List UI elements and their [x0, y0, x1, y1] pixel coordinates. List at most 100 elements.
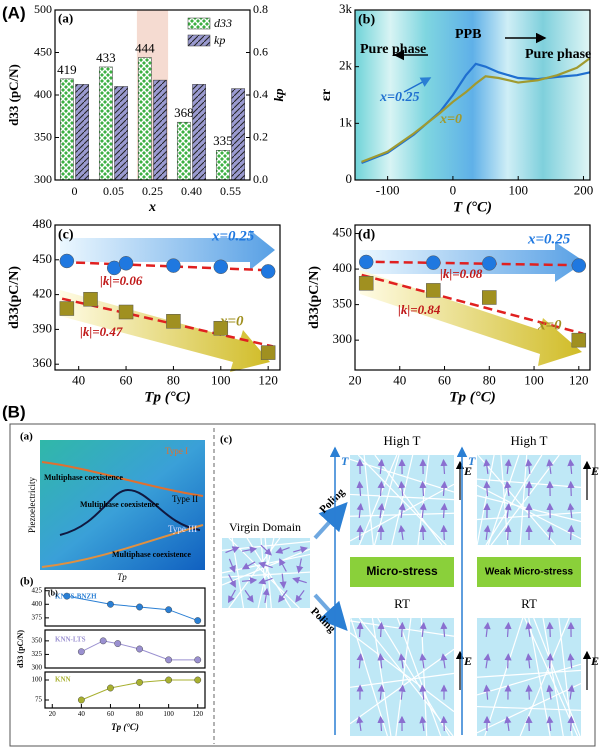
- stress-label: Micro-stress: [366, 564, 438, 578]
- y-axis-label: d33 (pC/N): [6, 64, 21, 126]
- domain-arrow: [419, 621, 427, 638]
- domain-arrow: [292, 576, 307, 584]
- annotation: Pure phase: [525, 47, 591, 62]
- domain-arrow: [567, 653, 575, 669]
- y-tick-label: 480: [33, 216, 53, 231]
- domain-arrow: [356, 621, 364, 638]
- domain-arrow: [440, 715, 448, 732]
- t-axis-label: T: [468, 454, 476, 468]
- y-tick-label: 2k: [339, 58, 353, 73]
- field-label: E: [463, 654, 472, 668]
- plot-frame: [44, 587, 206, 627]
- figure-label: (B): [2, 402, 26, 421]
- grain-boundary: [476, 669, 582, 678]
- point: [136, 603, 143, 611]
- point: [426, 255, 441, 270]
- plot-frame: [354, 224, 591, 371]
- point: [260, 345, 276, 360]
- x-tick-label: 100: [163, 710, 174, 718]
- bar: [192, 84, 207, 181]
- point: [107, 684, 114, 692]
- domain-arrow: [419, 480, 427, 497]
- x-axis-label: Tp (°C): [144, 389, 190, 405]
- domain-arrow: [483, 524, 491, 541]
- bar: [59, 78, 74, 181]
- domain-arrow: [377, 715, 385, 732]
- domain-arrow: [279, 573, 287, 589]
- domain-arrow: [546, 684, 554, 700]
- domain-arrow: [377, 458, 385, 475]
- trend-arrow: [60, 290, 270, 372]
- y2-tick-label: 0.2: [253, 129, 268, 143]
- curve: [41, 461, 204, 497]
- domain-arrow: [546, 524, 554, 541]
- panel-label: (b): [20, 576, 34, 588]
- grain-boundary: [349, 458, 455, 493]
- grain-boundary: [391, 454, 414, 546]
- poling-label: Poling: [317, 486, 347, 516]
- point: [136, 645, 143, 653]
- grain-boundary: [374, 454, 443, 546]
- y-tick-label: 425: [32, 586, 43, 594]
- annotation: |k|=0.84: [398, 302, 441, 317]
- domain-arrow: [567, 502, 575, 519]
- domain-arrow: [262, 587, 270, 604]
- domain-arrow: [483, 684, 491, 700]
- x-tick-label: 0.55: [220, 184, 241, 198]
- annotation-arrow: [403, 77, 432, 93]
- annotation: |k|=0.08: [440, 266, 483, 281]
- y2-tick-label: 0.6: [253, 44, 268, 58]
- point: [482, 290, 497, 305]
- domain-arrow: [546, 458, 554, 475]
- point: [165, 676, 173, 684]
- domain-arrow: [293, 546, 308, 554]
- domain-arrow: [567, 684, 575, 700]
- panel-label: (c): [58, 228, 74, 243]
- y2-tick-label: 0.8: [253, 2, 268, 16]
- x-tick-label: 80: [136, 710, 144, 718]
- point: [165, 656, 173, 664]
- point: [114, 640, 122, 647]
- data-label: 368: [174, 105, 194, 120]
- domain-arrow: [295, 589, 305, 603]
- data-label: 433: [96, 50, 116, 65]
- x-tick-label: 60: [438, 373, 451, 388]
- coexistence-label: Multiphase coexistence: [112, 550, 191, 559]
- y-axis-label: d33 (pC/N): [16, 630, 25, 668]
- poling-arrow: [313, 593, 348, 631]
- point: [63, 592, 71, 600]
- domain-arrow: [419, 502, 427, 519]
- x-axis-label: Tp (°C): [449, 389, 495, 405]
- domain-arrow: [567, 715, 575, 732]
- y2-tick-label: 0.4: [253, 87, 268, 101]
- domain-arrow: [398, 684, 406, 700]
- domain-arrow: [483, 480, 491, 497]
- stress-label: Weak Micro-stress: [485, 567, 574, 578]
- domain-arrow: [377, 480, 385, 497]
- point: [77, 648, 85, 656]
- domain-arrow: [440, 524, 448, 541]
- domain-arrow: [504, 524, 512, 541]
- y-axis-label: d33(pC/N): [307, 266, 322, 329]
- high-t-label: High T: [384, 433, 421, 448]
- high-t-label: High T: [511, 433, 548, 448]
- domain-arrow: [504, 458, 512, 475]
- domain-arrow: [258, 577, 273, 585]
- grain-boundary: [358, 454, 398, 546]
- domain-arrow: [356, 502, 364, 519]
- domain-arrow: [377, 653, 385, 669]
- domain-arrow: [356, 524, 364, 541]
- domain-arrow: [504, 502, 512, 519]
- domain-arrow: [225, 546, 240, 554]
- x-axis-label: T (°C): [453, 199, 492, 215]
- y-tick-label: 420: [33, 286, 53, 301]
- point: [426, 283, 441, 298]
- axis-label: Piezoelectricity: [27, 477, 37, 533]
- grain-boundary: [349, 672, 455, 688]
- domain-arrow: [567, 524, 575, 541]
- domain-arrow: [398, 653, 406, 669]
- point: [358, 254, 374, 270]
- x-tick-label: -100: [376, 183, 400, 198]
- bar: [215, 150, 230, 181]
- y-axis-label: εr: [319, 89, 334, 101]
